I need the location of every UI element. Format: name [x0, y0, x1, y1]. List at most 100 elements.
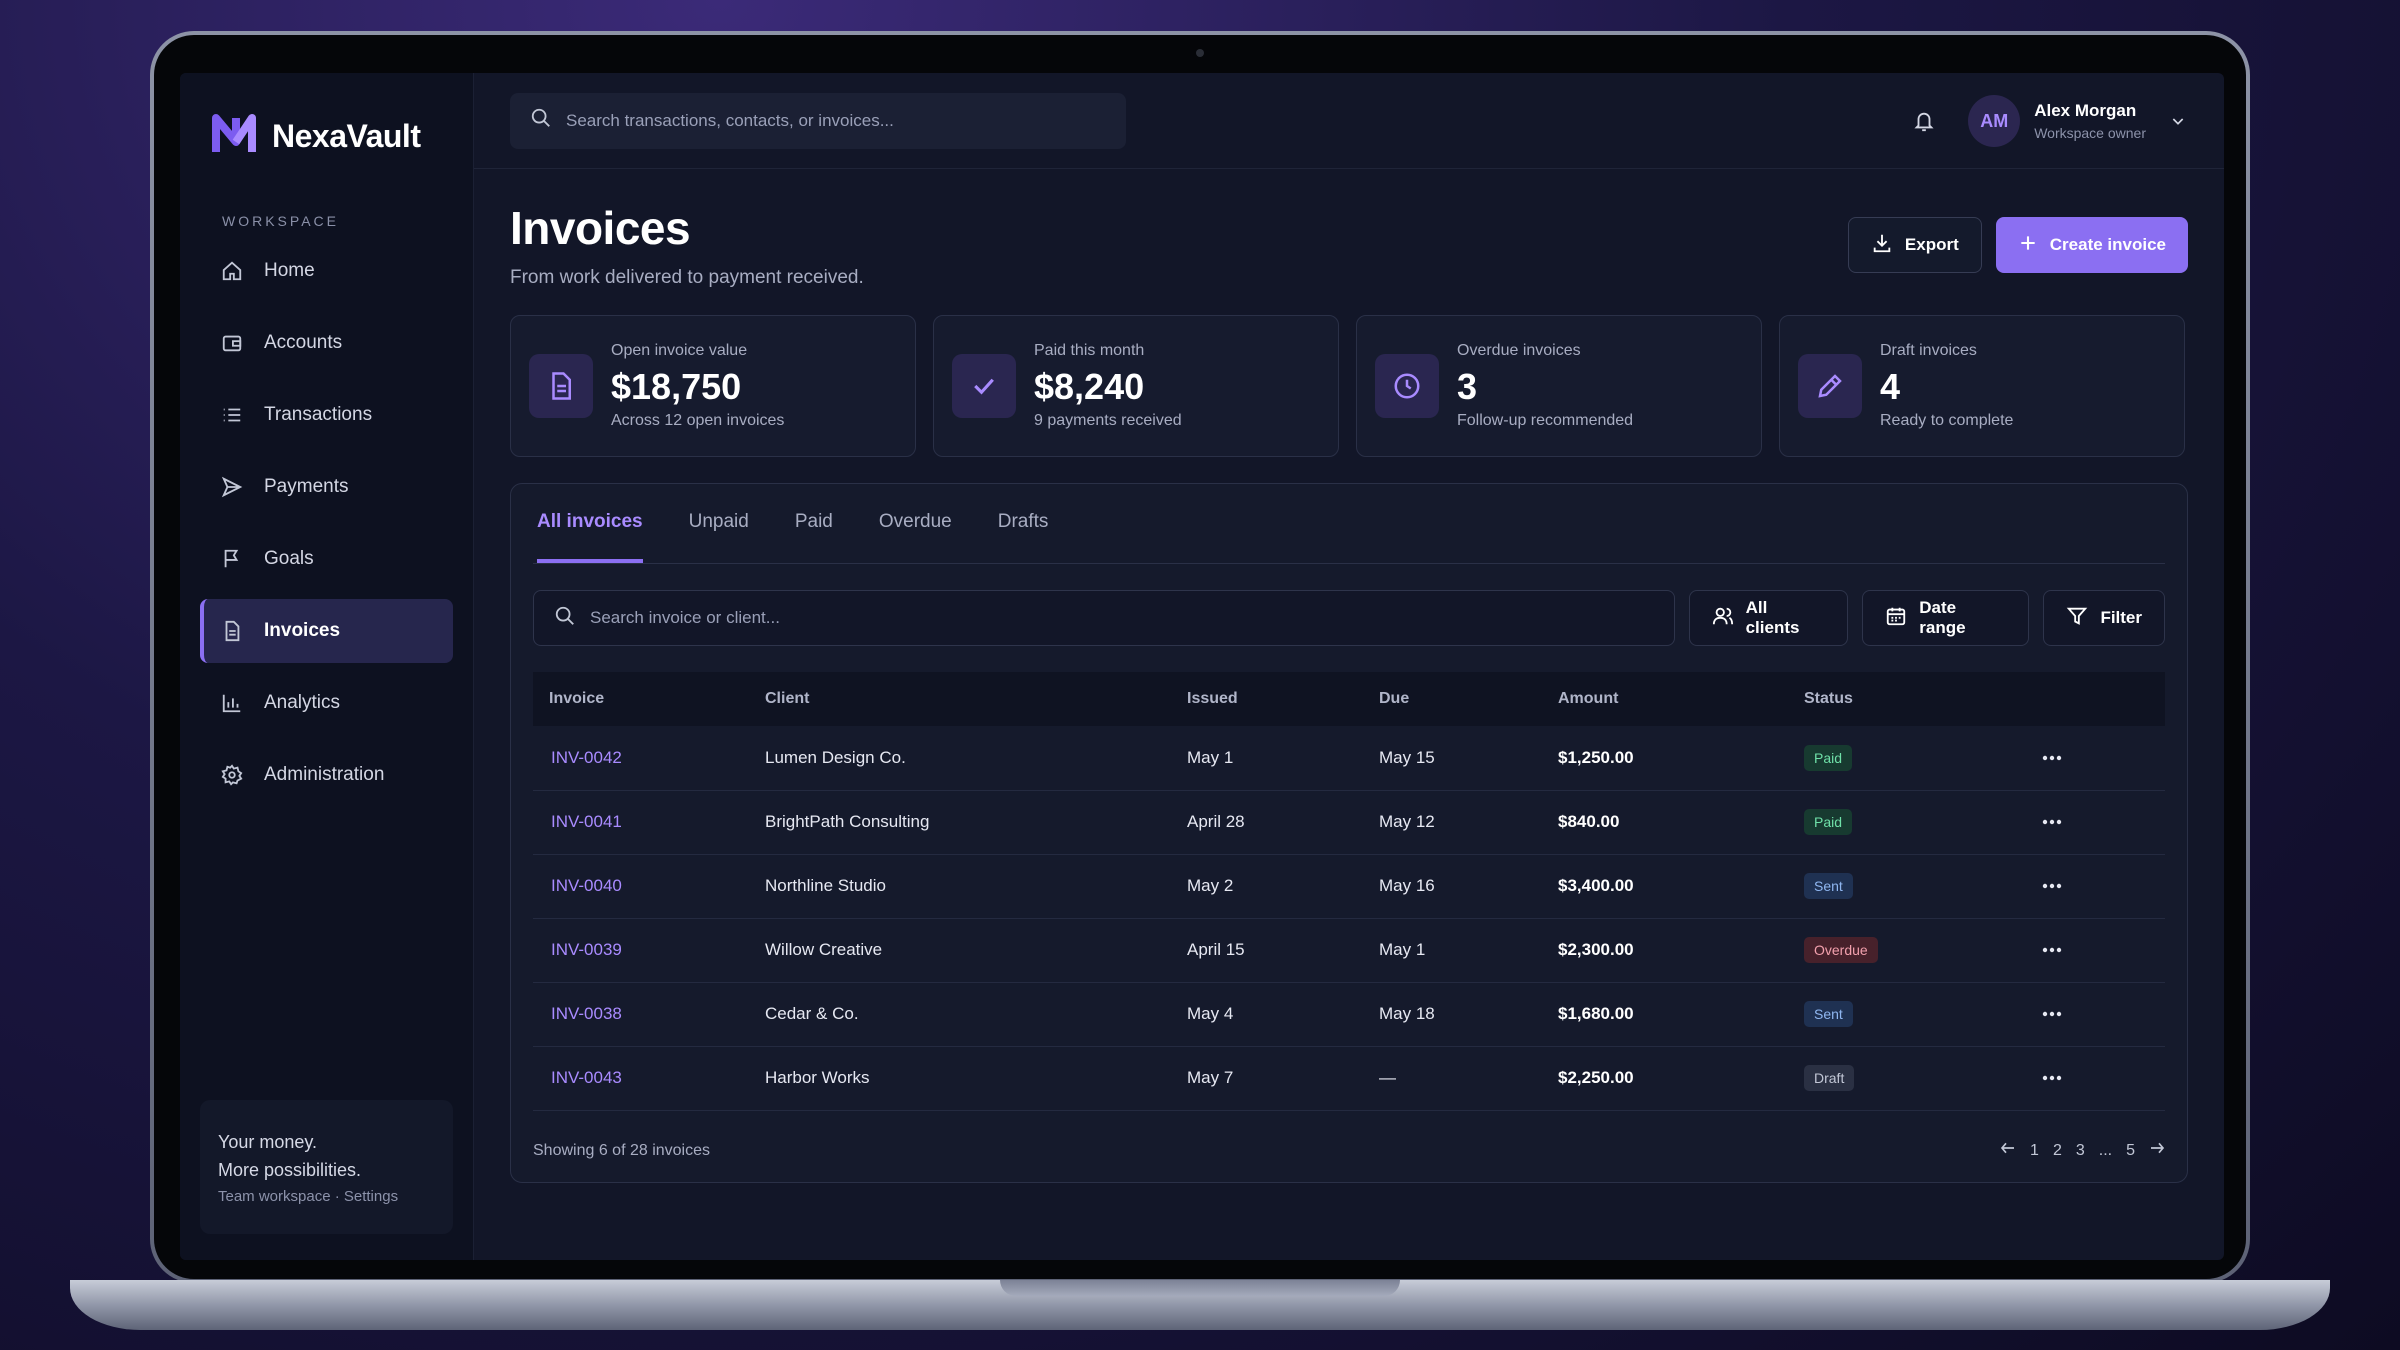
invoice-link[interactable]: INV-0043 — [551, 1068, 622, 1087]
main-content: Search transactions, contacts, or invoic… — [474, 73, 2224, 1260]
footer-meta-link[interactable]: Team workspace · Settings — [218, 1188, 399, 1205]
sidebar-item-administration[interactable]: Administration — [200, 743, 453, 807]
chevron-down-icon[interactable] — [2168, 111, 2188, 131]
page-2[interactable]: 2 — [2052, 1141, 2062, 1159]
create-invoice-label: Create invoice — [2049, 235, 2166, 254]
invoices-panel: All invoices Unpaid Paid Overdue Drafts … — [510, 483, 2188, 1183]
sidebar-item-home[interactable]: Home — [200, 239, 453, 303]
download-icon — [1871, 232, 1893, 259]
list-icon — [220, 403, 244, 427]
amount-cell: $1,250.00 — [1558, 726, 1804, 791]
sidebar-item-label: Accounts — [264, 332, 343, 353]
column-header-invoice[interactable]: Invoice — [549, 690, 605, 707]
bell-icon[interactable] — [1910, 107, 1938, 135]
client-cell: Cedar & Co. — [765, 982, 1187, 1047]
user-name: Alex Morgan — [2034, 101, 2137, 120]
more-options-icon[interactable] — [2034, 868, 2070, 904]
invoice-link[interactable]: INV-0039 — [551, 940, 622, 959]
page-1[interactable]: 1 — [2030, 1141, 2039, 1159]
column-header-due[interactable]: Due — [1379, 690, 1410, 707]
sidebar-item-label: Administration — [264, 764, 385, 785]
issued-cell: May 2 — [1187, 854, 1379, 919]
more-options-icon[interactable] — [2034, 804, 2070, 840]
date-range-label: Date range — [1919, 598, 1966, 637]
column-header-amount[interactable]: Amount — [1558, 690, 1619, 707]
arrow-right-icon[interactable] — [2149, 1141, 2165, 1160]
all-clients-button[interactable]: All clients — [1688, 590, 1849, 646]
due-cell: May 18 — [1379, 982, 1558, 1047]
more-options-icon[interactable] — [2034, 740, 2070, 776]
user-info[interactable]: Alex Morgan Workspace owner — [2034, 101, 2146, 141]
client-cell: Lumen Design Co. — [765, 726, 1187, 791]
tab-paid[interactable]: Paid — [794, 511, 833, 532]
logo-icon — [212, 112, 260, 161]
create-invoice-button[interactable]: Create invoice — [1995, 217, 2188, 273]
search-icon — [530, 107, 552, 134]
table-row[interactable]: INV-0040 Northline Studio May 2 May 16 $… — [533, 854, 2165, 919]
sidebar-item-goals[interactable]: Goals — [200, 527, 453, 591]
amount-cell: $2,300.00 — [1558, 918, 1804, 983]
table-row[interactable]: INV-0041 BrightPath Consulting April 28 … — [533, 790, 2165, 855]
page-3[interactable]: 3 — [2075, 1141, 2085, 1159]
sidebar-item-invoices[interactable]: Invoices — [200, 599, 453, 663]
tab-overdue[interactable]: Overdue — [878, 511, 952, 532]
filter-button[interactable]: Filter — [2043, 590, 2165, 646]
sidebar-item-analytics[interactable]: Analytics — [200, 671, 453, 735]
sidebar-nav: Home Accounts Transactions Payments — [200, 239, 453, 807]
tab-unpaid[interactable]: Unpaid — [688, 511, 749, 532]
more-options-icon[interactable] — [2034, 1060, 2070, 1096]
invoice-link[interactable]: INV-0042 — [551, 747, 622, 767]
footer-line-2: More possibilities. — [218, 1160, 362, 1180]
date-range-button[interactable]: Date range — [1862, 590, 2030, 646]
more-options-icon[interactable] — [2034, 932, 2070, 968]
more-options-icon[interactable] — [2034, 996, 2070, 1032]
arrow-left-icon[interactable] — [2000, 1141, 2016, 1160]
document-icon — [529, 354, 593, 418]
page-title: Invoices — [510, 202, 691, 254]
issued-cell: May 7 — [1187, 1046, 1379, 1111]
filter-label: Filter — [2100, 608, 2142, 627]
home-icon — [220, 259, 244, 283]
plus-icon — [2018, 233, 2038, 258]
card-subtext: Follow-up recommended — [1457, 412, 1634, 429]
amount-cell: $3,400.00 — [1558, 854, 1804, 919]
card-subtext: Ready to complete — [1880, 412, 2014, 429]
column-header-status[interactable]: Status — [1804, 690, 1853, 707]
status-badge: Overdue — [1804, 937, 1878, 963]
brand[interactable]: NexaVault — [200, 111, 453, 161]
user-role: Workspace owner — [2034, 125, 2146, 141]
sidebar-item-transactions[interactable]: Transactions — [200, 383, 453, 447]
column-header-client[interactable]: Client — [765, 690, 810, 707]
global-search-input[interactable]: Search transactions, contacts, or invoic… — [510, 92, 1126, 149]
all-clients-label: All clients — [1745, 598, 1800, 637]
export-button[interactable]: Export — [1847, 217, 1982, 273]
table-row[interactable]: INV-0039 Willow Creative April 15 May 1 … — [533, 918, 2165, 983]
client-cell: Harbor Works — [765, 1046, 1187, 1111]
column-header-issued[interactable]: Issued — [1187, 690, 1238, 707]
sidebar-item-label: Transactions — [264, 404, 373, 425]
document-icon — [220, 619, 244, 643]
issued-cell: April 28 — [1187, 790, 1379, 855]
sidebar-footer: Your money. More possibilities. Team wor… — [200, 1100, 453, 1234]
invoice-link[interactable]: INV-0038 — [551, 1004, 622, 1023]
table-row[interactable]: INV-0043 Harbor Works May 7 — $2,250.00 … — [533, 1046, 2165, 1111]
card-value: $18,750 — [611, 366, 742, 407]
invoice-link[interactable]: INV-0041 — [551, 812, 622, 831]
sidebar-item-payments[interactable]: Payments — [200, 455, 453, 519]
tab-drafts[interactable]: Drafts — [997, 511, 1049, 532]
avatar[interactable]: AM — [1968, 95, 2021, 147]
issued-cell: May 4 — [1187, 982, 1379, 1047]
invoice-link[interactable]: INV-0040 — [551, 876, 622, 895]
invoice-search-input[interactable]: Search invoice or client... — [533, 590, 1675, 646]
page-5[interactable]: 5 — [2126, 1141, 2135, 1159]
tab-all-invoices[interactable]: All invoices — [537, 511, 643, 563]
sidebar-item-accounts[interactable]: Accounts — [200, 311, 453, 375]
sidebar-item-label: Goals — [264, 548, 314, 569]
card-value: 4 — [1880, 366, 1901, 407]
table-row[interactable]: INV-0042 Lumen Design Co. May 1 May 15 $… — [533, 726, 2165, 791]
page-actions: Export Create invoice — [1847, 217, 2188, 273]
table-row[interactable]: INV-0038 Cedar & Co. May 4 May 18 $1,680… — [533, 982, 2165, 1047]
issued-cell: May 1 — [1187, 726, 1379, 791]
search-placeholder: Search transactions, contacts, or invoic… — [566, 110, 894, 130]
pencil-icon — [1798, 354, 1862, 418]
